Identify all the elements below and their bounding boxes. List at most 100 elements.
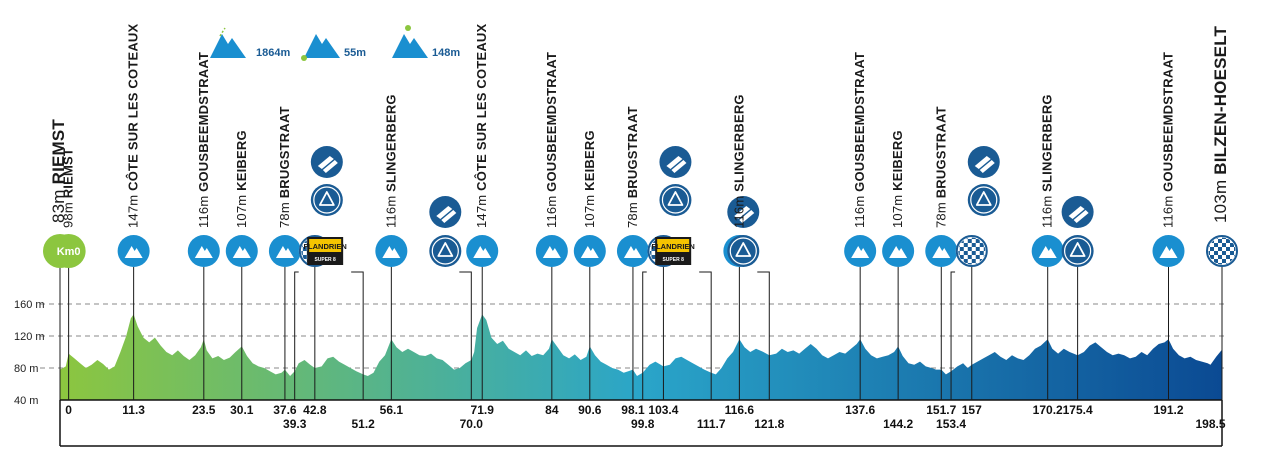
- checker-square: [302, 247, 307, 251]
- legend-label: 1864m: [256, 47, 290, 59]
- climb-altitude-icon: [210, 27, 246, 58]
- intermediate-sprint-icon: [955, 235, 988, 267]
- climb-start-icon: [301, 34, 340, 61]
- bottle-shape: [436, 206, 453, 219]
- point-altitude: 147m: [126, 191, 141, 228]
- bottle-shape: [974, 156, 991, 169]
- km-label: 71.9: [471, 403, 495, 417]
- checker-square: [963, 259, 968, 263]
- elevation-area: [60, 314, 1222, 400]
- icon-ring: [729, 237, 757, 265]
- climb-icon: [187, 235, 220, 267]
- waste-zone-icon: [727, 235, 760, 267]
- climb-icon: [573, 235, 606, 267]
- checker-square: [967, 263, 972, 265]
- grid-lines: 40 m 80 m 120 m 160 m: [14, 299, 1224, 407]
- bottle-shape: [1068, 206, 1085, 219]
- point-name: KEIBERG: [234, 130, 249, 191]
- km-label: 98.1: [621, 403, 645, 417]
- icon-ring: [1064, 237, 1092, 265]
- km-label: 103.4: [648, 403, 678, 417]
- climb-icon: [925, 235, 958, 267]
- climb-icon: [844, 235, 877, 267]
- y-tick-label: 120 m: [14, 331, 45, 343]
- legend-mountain: [304, 34, 340, 58]
- bottle-shape: [666, 156, 683, 169]
- profile-area: [60, 314, 1222, 400]
- checker-square: [1210, 255, 1214, 259]
- km-label: 144.2: [883, 417, 913, 431]
- checker-square: [1222, 259, 1226, 263]
- checker-square: [1214, 251, 1218, 255]
- y-tick-label: 80 m: [14, 363, 38, 375]
- km-label: 30.1: [230, 403, 254, 417]
- mountain-shape: [932, 246, 951, 258]
- km-label: 153.4: [936, 417, 966, 431]
- bottle-shape: [322, 160, 338, 173]
- checker-square: [301, 251, 303, 255]
- point-name: RIEMST: [49, 119, 68, 185]
- point-name: CÔTE SUR LES COTEAUX: [126, 23, 141, 190]
- checker-square: [1210, 247, 1214, 251]
- point-label: 116m GOUSBEEMDSTRAAT: [852, 52, 867, 228]
- km-label: 0: [65, 403, 72, 417]
- bottle-shape: [734, 206, 751, 219]
- km0-circle: [51, 234, 86, 268]
- bottle-shape: [317, 156, 334, 169]
- checker-square: [959, 247, 964, 251]
- checker-square: [971, 237, 976, 239]
- mountain-shape: [1038, 246, 1057, 258]
- checker-square: [1222, 251, 1226, 255]
- climb-icon: [225, 235, 258, 267]
- point-name: GOUSBEEMDSTRAAT: [852, 52, 867, 192]
- icon-ring: [661, 186, 690, 214]
- point-name: GOUSBEEMDSTRAAT: [196, 52, 211, 192]
- icon-ring: [431, 237, 459, 265]
- checker-square: [975, 239, 980, 243]
- feed-zone-bracket: [950, 271, 956, 400]
- icon-ring: [970, 186, 998, 214]
- point-name: KEIBERG: [890, 130, 905, 191]
- bottle-shape: [979, 160, 995, 173]
- checker-square: [958, 251, 960, 255]
- checker-square: [1226, 239, 1230, 243]
- climb-icon: [535, 235, 568, 267]
- climb-icon: [375, 235, 408, 267]
- checker-square: [983, 247, 986, 251]
- sponsor-bracket: [351, 271, 364, 400]
- feed-icon-small: [659, 146, 692, 178]
- point-label: 78m BRUGSTRAAT: [933, 106, 948, 228]
- point-altitude: 116m: [731, 192, 746, 228]
- checker-square: [1230, 251, 1234, 255]
- point-label: 116m SLINGERBERG: [383, 94, 398, 228]
- checker-square: [967, 239, 972, 243]
- legend-label: 55m: [344, 47, 366, 59]
- km-label: 121.8: [754, 417, 784, 431]
- point-name: BILZEN-HOESELT: [1211, 25, 1230, 174]
- sponsor-subtext: SUPER 8: [662, 257, 684, 263]
- mountain-shape: [623, 246, 642, 258]
- finish-flag: [1206, 235, 1238, 267]
- checker-square: [1230, 243, 1234, 247]
- recycle-triangle: [318, 191, 335, 206]
- km-label: 56.1: [380, 403, 404, 417]
- km-label: 99.8: [631, 417, 655, 431]
- checker-square: [651, 255, 656, 259]
- point-altitude: 107m: [890, 191, 905, 228]
- waste-zone-bracket: [757, 271, 770, 400]
- km0-text: Km0: [57, 246, 81, 258]
- climb-icon: [268, 235, 301, 267]
- waste-icon-small: [967, 184, 1000, 216]
- km-label: 90.6: [578, 403, 602, 417]
- legend-dot: [405, 25, 411, 31]
- mountain-shape: [889, 246, 908, 258]
- checker-ring: [1206, 235, 1238, 267]
- km-label: 191.2: [1153, 403, 1183, 417]
- km-labels: 0 11.3 23.5 30.1 37.6 56.1 71.9 84 90.6 98.1 116.6…: [65, 403, 1226, 431]
- checker-square: [979, 251, 984, 255]
- axes: [59, 399, 1223, 447]
- km-label: 23.5: [192, 403, 216, 417]
- checker-square: [1214, 243, 1218, 247]
